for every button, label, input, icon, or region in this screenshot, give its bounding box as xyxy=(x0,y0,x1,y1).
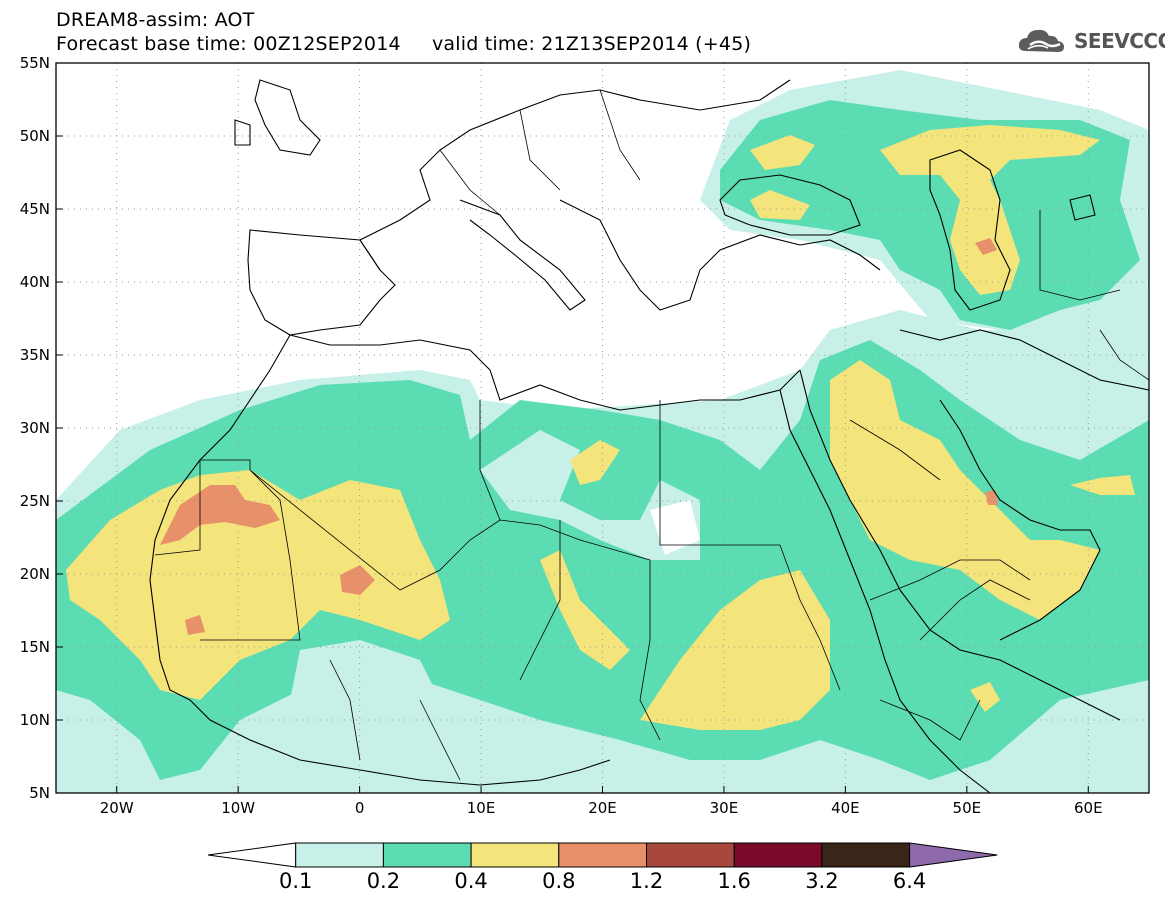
longitude-label: 60E xyxy=(1074,799,1103,817)
colorbar-label: 1.6 xyxy=(717,869,751,893)
colorbar-box xyxy=(382,842,472,868)
latitude-label: 5N xyxy=(29,784,50,802)
longitude-label: 50E xyxy=(953,799,982,817)
latitude-labels: 55N 50N 45N 40N 35N 30N 25N 20N 15N 10N 5N xyxy=(20,54,63,802)
colorbar-box xyxy=(558,842,647,868)
latitude-label: 45N xyxy=(20,200,50,218)
longitude-label: 30E xyxy=(710,799,739,817)
longitude-label: 10W xyxy=(221,799,255,817)
longitude-label: 0 xyxy=(355,799,365,817)
colorbar-over-arrow xyxy=(909,842,998,868)
longitude-label: 20W xyxy=(100,799,134,817)
colorbar-label: 0.4 xyxy=(454,869,488,893)
latitude-label: 30N xyxy=(20,419,50,437)
cloud-icon xyxy=(1018,29,1064,52)
latitude-label: 50N xyxy=(20,127,50,145)
longitude-labels: 20W 10W 0 10E 20E 30E 40E 50E 60E xyxy=(100,786,1103,817)
colorbar-label: 3.2 xyxy=(805,869,839,893)
latitude-label: 55N xyxy=(20,54,50,72)
latitude-label: 35N xyxy=(20,346,50,364)
colorbar-box xyxy=(295,842,384,868)
latitude-label: 20N xyxy=(20,565,50,583)
colorbar-under-arrow xyxy=(207,842,297,868)
latitude-label: 15N xyxy=(20,638,50,656)
coastlines xyxy=(149,79,1149,793)
colorbar-box xyxy=(646,842,735,868)
logo-text: SEEVCCC xyxy=(1074,29,1165,53)
colorbar-label: 0.1 xyxy=(278,869,313,893)
longitude-label: 40E xyxy=(831,799,860,817)
country-borders xyxy=(154,89,1149,781)
colorbar-label: 0.8 xyxy=(542,869,576,893)
colorbar-label: 1.2 xyxy=(629,869,664,893)
latitude-label: 10N xyxy=(20,711,50,729)
map-title: DREAM8-assim: AOT xyxy=(56,9,255,31)
colorbar-label: 0.2 xyxy=(366,869,401,893)
colorbar-box xyxy=(821,842,911,868)
colorbar-label: 6.4 xyxy=(892,869,927,893)
longitude-label: 20E xyxy=(588,799,617,817)
forecast-time-line: Forecast base time: 00Z12SEP2014 valid t… xyxy=(56,33,752,55)
graticule xyxy=(56,63,1149,793)
longitude-label: 10E xyxy=(467,799,496,817)
colorbar-box xyxy=(470,842,560,868)
colorbar xyxy=(207,842,998,868)
latitude-label: 25N xyxy=(20,492,50,510)
colorbar-box xyxy=(733,842,823,868)
latitude-label: 40N xyxy=(20,273,50,291)
